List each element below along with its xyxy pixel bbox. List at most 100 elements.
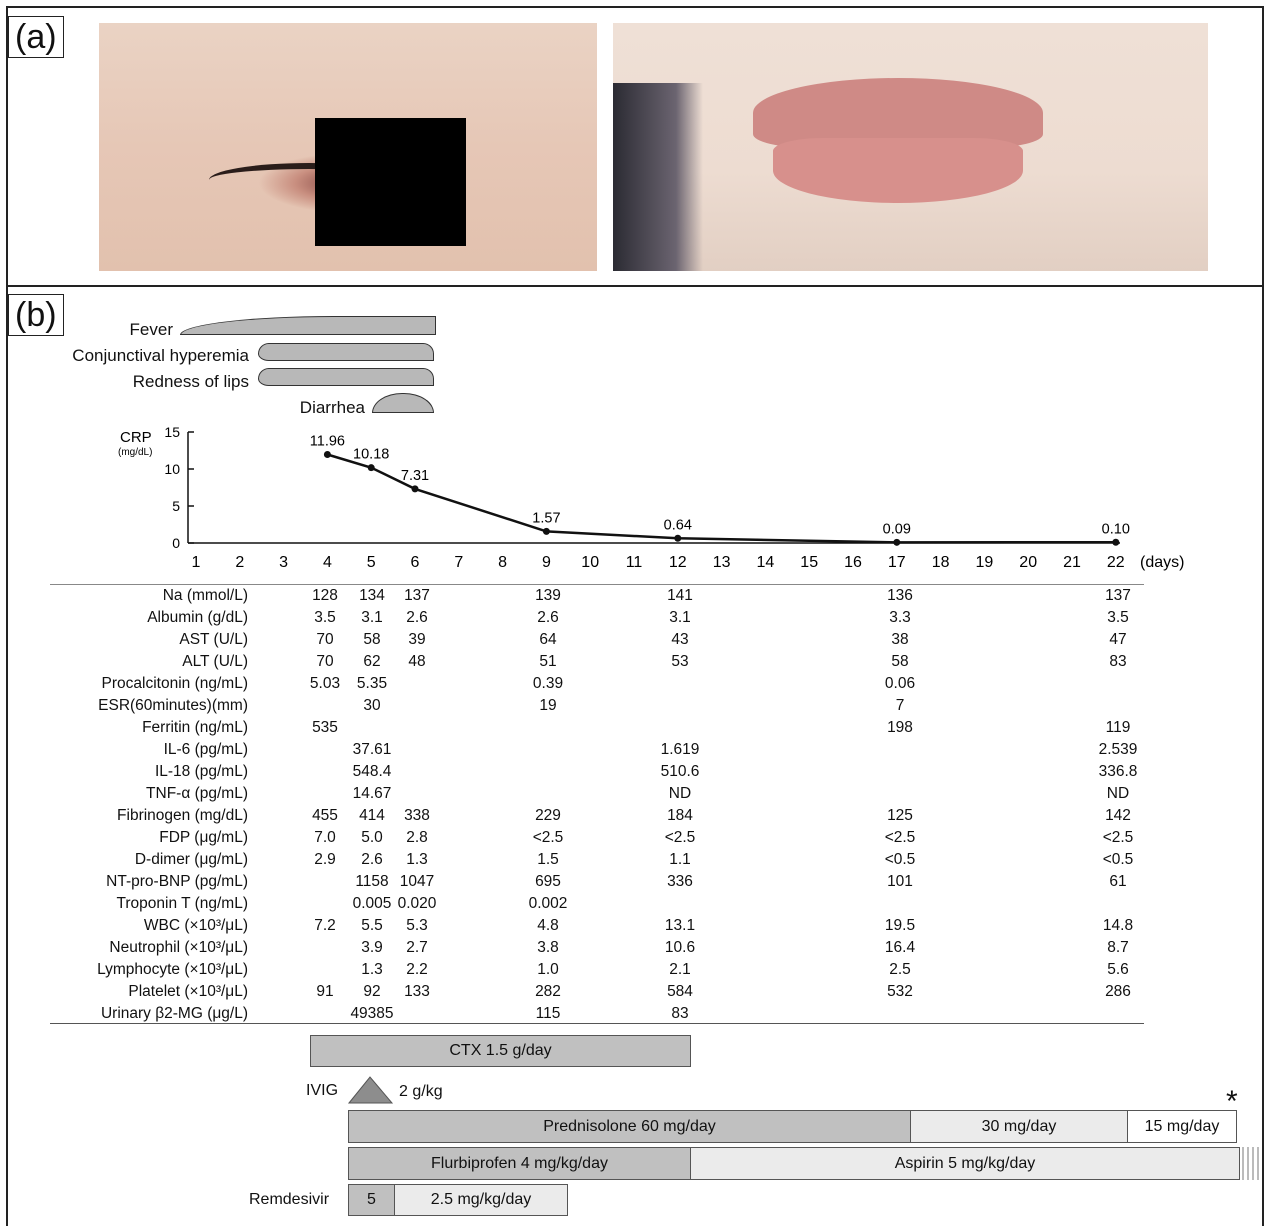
lab-value-day-6: 2.6 bbox=[406, 609, 428, 626]
crp-xtick-label: 10 bbox=[581, 554, 599, 571]
ctx-bar: CTX 1.5 g/day bbox=[310, 1035, 691, 1067]
lab-value-day-17: 3.3 bbox=[889, 609, 911, 626]
lab-value-day-12: 53 bbox=[671, 653, 689, 670]
lab-table-top-rule bbox=[50, 584, 1144, 585]
remdesivir-maintenance-bar: 2.5 mg/kg/day bbox=[394, 1184, 568, 1216]
lab-row-name: ESR(60minutes)(mm) bbox=[98, 697, 248, 714]
crp-xtick-label: 13 bbox=[713, 554, 731, 571]
asterisk-mark: * bbox=[1226, 1085, 1238, 1118]
lab-value-day-17: 19.5 bbox=[884, 917, 916, 934]
crp-xtick-label: 17 bbox=[888, 554, 906, 571]
lab-value-day-4: 2.9 bbox=[314, 851, 336, 868]
crp-data-point bbox=[542, 527, 550, 535]
lab-value-day-9: 3.8 bbox=[537, 939, 559, 956]
lab-value-day-6: 2.7 bbox=[406, 939, 428, 956]
lab-table-bottom-rule bbox=[50, 1023, 1144, 1024]
lab-value-day-6: 5.3 bbox=[406, 917, 428, 934]
ivig-label: IVIG bbox=[306, 1082, 339, 1099]
lab-value-day-17: 532 bbox=[887, 983, 913, 1000]
lab-value-day-4: 91 bbox=[316, 983, 334, 1000]
crp-data-label: 0.10 bbox=[1102, 521, 1130, 537]
lab-value-day-12: 13.1 bbox=[664, 917, 696, 934]
lab-value-day-4: 5.03 bbox=[309, 675, 341, 692]
lab-value-day-4: 3.5 bbox=[314, 609, 336, 626]
crp-data-label: 7.31 bbox=[401, 468, 429, 484]
crp-xtick-label: 12 bbox=[669, 554, 687, 571]
eye-photo bbox=[99, 23, 597, 271]
symptom-label-fever: Fever bbox=[129, 320, 173, 339]
crp-data-label: 1.57 bbox=[532, 510, 560, 526]
lab-value-day-9: 282 bbox=[535, 983, 561, 1000]
lab-value-day-9: 64 bbox=[539, 631, 557, 648]
lab-value-day-5: 548.4 bbox=[352, 763, 392, 780]
lab-row-name: WBC (×10³/μL) bbox=[143, 917, 248, 934]
crp-data-point bbox=[893, 538, 901, 546]
lower-lip-shape bbox=[773, 138, 1023, 203]
lab-value-day-5: 2.6 bbox=[361, 851, 383, 868]
lab-row-name: FDP (μg/mL) bbox=[159, 829, 248, 846]
lab-value-day-22: 14.8 bbox=[1102, 917, 1134, 934]
lab-row-name: Albumin (g/dL) bbox=[147, 609, 248, 626]
crp-xtick-label: 1 bbox=[192, 554, 201, 571]
lab-value-day-12: 1.619 bbox=[660, 741, 700, 758]
prednisolone-30-bar: 30 mg/day bbox=[910, 1110, 1128, 1143]
lab-value-day-4: 455 bbox=[312, 807, 338, 824]
lab-value-day-17: 2.5 bbox=[889, 961, 911, 978]
crp-xtick-label: 9 bbox=[542, 554, 551, 571]
crp-data-label: 11.96 bbox=[310, 433, 345, 449]
lab-value-day-12: 584 bbox=[667, 983, 693, 1000]
lab-row-name: Urinary β2-MG (μg/L) bbox=[100, 1005, 248, 1022]
crp-yunit: (mg/dL) bbox=[118, 447, 152, 458]
lab-value-day-17: 198 bbox=[887, 719, 913, 736]
crp-ylabel: CRP bbox=[120, 429, 152, 446]
lab-value-day-9: 0.002 bbox=[528, 895, 568, 912]
lab-row-name: IL-6 (pg/mL) bbox=[163, 741, 248, 758]
crp-xtick-label: 5 bbox=[367, 554, 376, 571]
lab-value-day-12: 336 bbox=[667, 873, 693, 890]
lab-value-day-5: 0.005 bbox=[352, 895, 392, 912]
lab-value-day-17: 38 bbox=[891, 631, 909, 648]
flurbiprofen-bar: Flurbiprofen 4 mg/kg/day bbox=[348, 1147, 691, 1180]
lab-value-day-5: 5.5 bbox=[361, 917, 383, 934]
lab-value-day-9: 139 bbox=[535, 587, 561, 604]
lab-value-day-6: 1.3 bbox=[406, 851, 428, 868]
crp-xtick-label: 8 bbox=[498, 554, 507, 571]
lab-value-day-17: 58 bbox=[891, 653, 909, 670]
ivig-dose: 2 g/kg bbox=[399, 1083, 443, 1100]
hair-shadow bbox=[613, 83, 703, 271]
lab-value-day-22: 8.7 bbox=[1107, 939, 1129, 956]
lab-value-day-17: 7 bbox=[895, 697, 905, 714]
lab-row-name: Platelet (×10³/μL) bbox=[128, 983, 248, 1000]
lab-row-name: ALT (U/L) bbox=[182, 653, 248, 670]
lab-value-day-22: ND bbox=[1106, 785, 1130, 802]
crp-xtick-label: 22 bbox=[1107, 554, 1125, 571]
lab-value-day-22: 61 bbox=[1109, 873, 1127, 890]
lab-row-name: IL-18 (pg/mL) bbox=[154, 763, 248, 780]
aspirin-continuation bbox=[1242, 1147, 1260, 1180]
lab-value-day-4: 535 bbox=[312, 719, 338, 736]
symptom-bar-conjunctival bbox=[258, 343, 434, 361]
lab-value-day-5: 37.61 bbox=[352, 741, 392, 758]
crp-xtick-label: 16 bbox=[844, 554, 862, 571]
lab-row-name: Procalcitonin (ng/mL) bbox=[101, 675, 248, 692]
lab-value-day-22: 83 bbox=[1109, 653, 1127, 670]
lab-value-day-6: 338 bbox=[404, 807, 430, 824]
symptom-label-conjunctival: Conjunctival hyperemia bbox=[72, 346, 249, 365]
remdesivir-loading-bar: 5 bbox=[348, 1184, 395, 1216]
lab-row-name: Troponin T (ng/mL) bbox=[116, 895, 248, 912]
lab-value-day-9: 2.6 bbox=[537, 609, 559, 626]
symptom-label-redness: Redness of lips bbox=[132, 372, 249, 391]
lab-value-day-5: 5.35 bbox=[356, 675, 388, 692]
crp-data-point bbox=[674, 534, 682, 542]
lab-value-day-12: 83 bbox=[671, 1005, 689, 1022]
lab-value-day-12: 2.1 bbox=[669, 961, 691, 978]
crp-data-label: 10.18 bbox=[353, 447, 389, 463]
lab-value-day-17: <0.5 bbox=[884, 851, 916, 868]
lips-photo bbox=[613, 23, 1208, 271]
lab-value-day-4: 128 bbox=[312, 587, 338, 604]
crp-xtick-label: 19 bbox=[976, 554, 994, 571]
lab-value-day-12: 10.6 bbox=[664, 939, 696, 956]
crp-xunit: (days) bbox=[1140, 554, 1184, 571]
lab-row-name: TNF-α (pg/mL) bbox=[146, 785, 248, 802]
ivig-triangle bbox=[347, 1076, 394, 1104]
